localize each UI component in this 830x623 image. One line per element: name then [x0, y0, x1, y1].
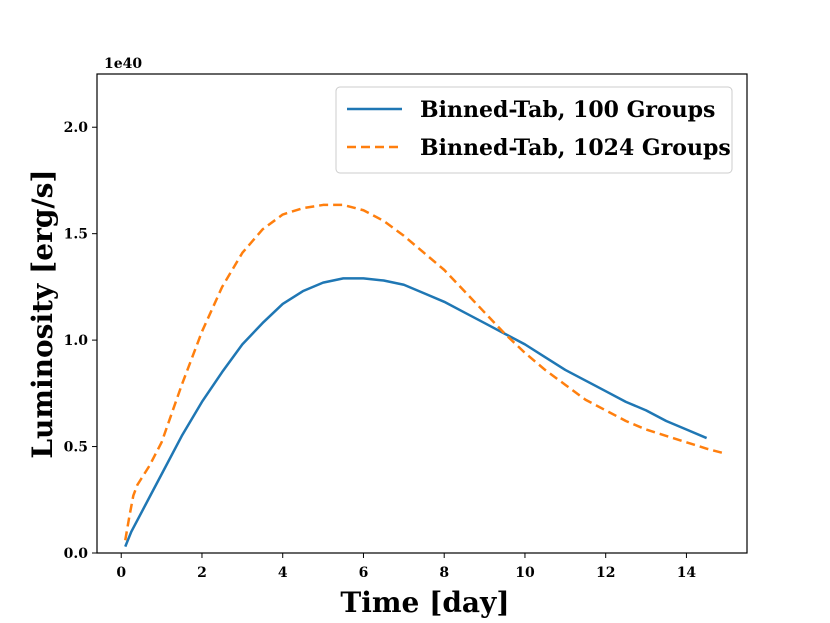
x-tick-label: 14	[677, 565, 697, 581]
legend: Binned-Tab, 100 Groups Binned-Tab, 1024 …	[335, 86, 733, 174]
x-tick-label: 6	[359, 565, 369, 581]
series-line-1	[124, 203, 724, 541]
x-tick-label: 8	[439, 565, 449, 581]
y-axis-ticks: 0.0 0.5 1.0 1.5 2.0	[64, 120, 97, 562]
y-tick-label: 1.5	[64, 227, 88, 243]
x-tick-label: 0	[116, 565, 126, 581]
x-axis-ticks: 0 2 4 6 8 10 12 14	[116, 553, 696, 581]
y-tick-label: 0.5	[64, 440, 88, 456]
x-tick-label: 12	[596, 565, 615, 581]
plot-frame	[96, 73, 748, 554]
y-tick-label: 1.0	[64, 333, 89, 349]
legend-box	[335, 86, 733, 174]
series-layer	[124, 203, 724, 548]
y-tick-label: 0.0	[64, 546, 89, 562]
legend-label-100-groups: Binned-Tab, 100 Groups	[420, 97, 715, 123]
x-tick-label: 4	[278, 565, 288, 581]
y-offset-label: 1e40	[104, 56, 142, 72]
y-axis-label: Luminosity [erg/s]	[26, 169, 59, 458]
x-tick-label: 10	[515, 565, 535, 581]
y-tick-label: 2.0	[64, 120, 89, 136]
x-tick-label: 2	[197, 565, 207, 581]
series-line-0	[124, 277, 708, 548]
x-axis-label: Time [day]	[340, 586, 509, 619]
legend-label-1024-groups: Binned-Tab, 1024 Groups	[420, 135, 731, 161]
